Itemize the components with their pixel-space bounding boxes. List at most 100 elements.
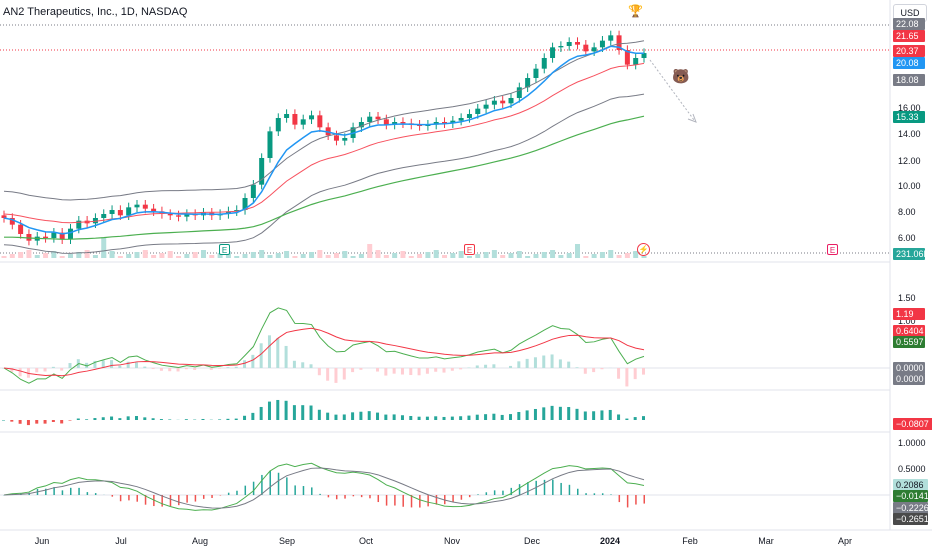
osc3-tag-4[interactable]: −0.2651 [893, 513, 929, 525]
oscillator3-bar [61, 490, 64, 495]
candle-body [333, 135, 339, 141]
oscillator3-bar [119, 495, 122, 502]
bb-upper-tag[interactable]: 21.65 [893, 30, 925, 42]
macd-histogram-bar [533, 357, 537, 368]
volume-bar [84, 250, 90, 258]
oscillator-bar [143, 417, 147, 420]
oscillator-bar [359, 411, 363, 420]
oscillator3-bar [593, 493, 596, 495]
oscillator3-bar [527, 482, 529, 495]
bb-lower-tag[interactable]: 18.08 [893, 74, 925, 86]
volume-bar [358, 254, 364, 258]
bollinger-lower-line [3, 93, 645, 254]
volume-bar [34, 255, 40, 258]
volume-bar [525, 256, 531, 258]
oscillator3-bar [178, 495, 180, 506]
high-tag[interactable]: 22.08 [893, 18, 925, 30]
candle-body [126, 207, 132, 216]
earnings-mar[interactable]: E [827, 244, 838, 255]
macd-histogram-bar [525, 358, 529, 368]
oscillator-bar [168, 419, 172, 420]
earnings-nov[interactable]: E [464, 244, 475, 255]
candle-body [483, 104, 489, 109]
oscillator3-bar [577, 488, 579, 495]
osc3-tag-3[interactable]: −0.2226 [893, 502, 929, 514]
oscillator3-bar [319, 493, 321, 495]
candle-body [516, 87, 522, 98]
volume-tag[interactable]: 231.06K [893, 248, 930, 260]
osc3-tag-1[interactable]: 0.2086 [893, 479, 928, 491]
oscillator3-bar [385, 495, 388, 506]
ema-tag[interactable]: 20.08 [893, 57, 925, 69]
candle-body [9, 218, 15, 225]
earnings-aug[interactable]: E [219, 244, 230, 255]
macd-zero-tag-2[interactable]: 0.0000 [893, 373, 925, 385]
oscillator3-bar [286, 477, 288, 495]
time-axis-label: Jun [34, 536, 50, 546]
volume-bar [508, 253, 514, 258]
oscillator-bar [617, 414, 621, 420]
macd-axis-label: 1.50 [898, 293, 916, 303]
macd-histogram-bar [600, 368, 604, 370]
macd-signal-tag[interactable]: 1.19 [893, 308, 925, 320]
oscillator-bar [384, 414, 388, 420]
macd-zero-tag-1[interactable]: 0.0000 [893, 362, 925, 374]
oscillator3-bar [335, 495, 338, 500]
candle-body [184, 214, 190, 217]
dividend-event-icon[interactable]: ⚡ [637, 243, 650, 256]
candle-body [550, 47, 556, 58]
oscillator-bar [558, 406, 562, 420]
oscillator-bar [500, 414, 504, 420]
oscillator-bar [309, 405, 313, 420]
volume-bar [392, 253, 398, 258]
sma-tag[interactable]: 15.33 [893, 111, 925, 123]
price-axis-label: 12.00 [898, 156, 921, 166]
oscillator3-bar [53, 487, 55, 495]
oscillator-bar [26, 420, 30, 426]
volume-bar [633, 251, 639, 258]
candle-body [633, 58, 639, 65]
volume-bar [43, 253, 49, 258]
volume-bar [76, 252, 82, 258]
candle-body [583, 44, 589, 52]
trophy-icon[interactable]: 🏆 [628, 4, 643, 18]
oscillator-bar [425, 416, 429, 420]
macd-histogram-bar [450, 368, 454, 371]
macd-histogram-bar [309, 364, 313, 368]
candle-body [508, 98, 514, 104]
oscillator3-bar [419, 495, 421, 508]
osc2-value-tag[interactable]: −0.0807 [893, 418, 932, 430]
macd-histogram-bar [459, 368, 463, 370]
price-axis-label: 6.00 [898, 233, 916, 243]
macd-histogram-bar [193, 368, 197, 370]
macd-histogram-bar [259, 343, 263, 368]
oscillator3-bar [394, 495, 396, 506]
volume-bar [400, 251, 406, 258]
volume-bar [292, 256, 298, 258]
time-axis-label: Aug [191, 536, 209, 546]
macd-histogram-bar [509, 365, 513, 368]
volume-bar [541, 252, 547, 258]
candle-body [275, 118, 281, 132]
candle-body [358, 122, 364, 128]
candle-body [234, 210, 240, 212]
macd-line-tag[interactable]: 0.5597 [893, 336, 925, 348]
macd-axis-label: 1.00 [898, 316, 916, 326]
macd-histogram-bar [251, 354, 255, 368]
oscillator3-bar [144, 495, 147, 505]
oscillator-bar [159, 419, 163, 420]
oscillator3-bar [252, 481, 255, 495]
osc3-tag-2[interactable]: −0.0141 [893, 490, 929, 502]
oscillator-bar [567, 407, 571, 420]
volume-bar [242, 254, 248, 258]
volume-bar [259, 250, 265, 258]
oscillator-bar [334, 414, 338, 420]
last-price-tag[interactable]: 20.37 [893, 45, 925, 57]
oscillator3-axis-label: 1.0000 [898, 438, 926, 448]
volume-bar [18, 252, 24, 258]
candle-body [134, 204, 140, 208]
oscillator3-bar [277, 472, 280, 495]
volume-bar [583, 256, 589, 258]
macd-tag-2[interactable]: 0.6404 [893, 325, 925, 337]
